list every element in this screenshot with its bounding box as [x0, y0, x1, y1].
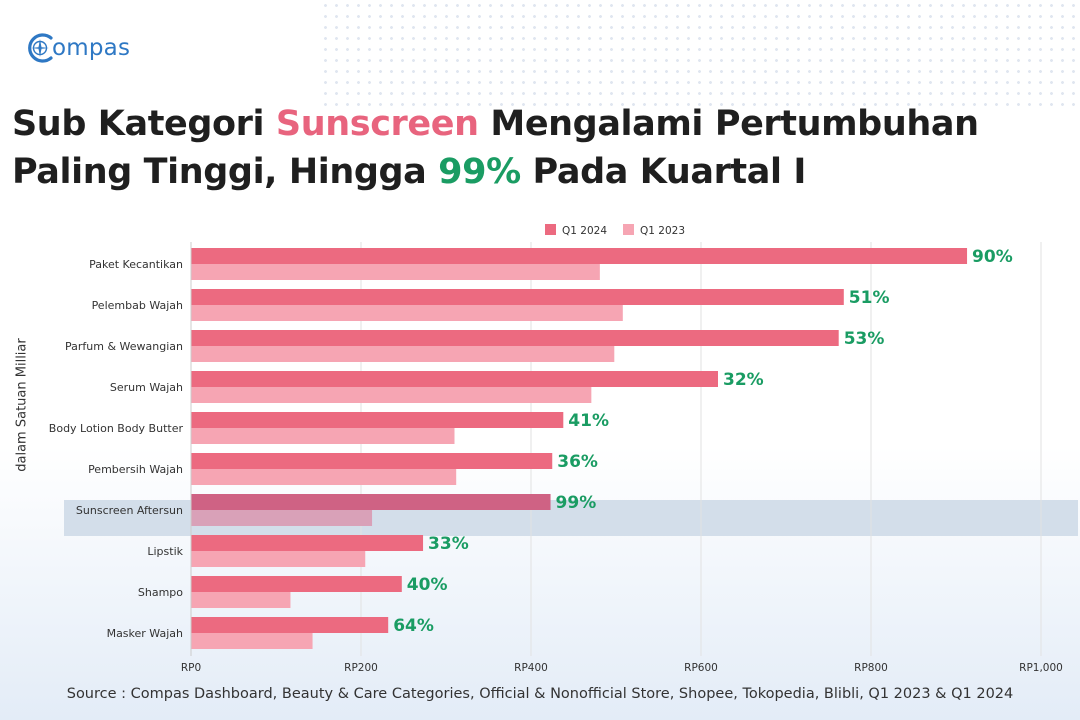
bar-q1-2023 — [191, 510, 373, 526]
category-label: Body Lotion Body Butter — [49, 422, 184, 435]
category-label: Shampo — [138, 586, 183, 599]
title-part-3: Pada Kuartal I — [520, 152, 807, 192]
growth-label: 51% — [849, 288, 890, 308]
growth-label: 33% — [428, 534, 469, 554]
category-label: Lipstik — [147, 545, 183, 558]
x-tick-label: RP600 — [684, 662, 718, 674]
category-label: Paket Kecantikan — [89, 258, 183, 271]
bar-q1-2023 — [191, 387, 592, 403]
y-axis-label: dalam Satuan Milliar — [10, 300, 34, 510]
category-label: Pembersih Wajah — [88, 463, 183, 476]
bar-q1-2023 — [191, 305, 623, 321]
bar-q1-2023 — [191, 346, 615, 362]
legend-swatch-q1-2024 — [545, 224, 556, 235]
growth-label: 41% — [568, 411, 609, 431]
dot-pattern-decoration — [320, 0, 1080, 110]
compas-logo: ompas — [24, 28, 130, 68]
logo-text: ompas — [52, 35, 131, 61]
x-tick-label: RP0 — [181, 662, 201, 674]
category-label: Masker Wajah — [107, 627, 183, 640]
category-label: Sunscreen Aftersun — [76, 504, 183, 517]
compass-c-icon — [28, 33, 53, 63]
bar-q1-2023 — [191, 264, 600, 280]
bar-q1-2023 — [191, 592, 291, 608]
x-tick-label: RP400 — [514, 662, 548, 674]
bar-q1-2024 — [191, 494, 551, 510]
growth-label: 36% — [557, 452, 598, 472]
x-tick-label: RP1,000 — [1019, 662, 1063, 674]
legend-label-q1-2024: Q1 2024 — [562, 225, 607, 237]
growth-label: 32% — [723, 370, 764, 390]
bar-q1-2024 — [191, 535, 424, 551]
growth-label: 64% — [393, 616, 434, 636]
bar-q1-2024 — [191, 576, 402, 592]
y-axis-label-text: dalam Satuan Milliar — [14, 338, 30, 472]
source-note: Source : Compas Dashboard, Beauty & Care… — [66, 686, 1014, 702]
bar-q1-2024 — [191, 289, 844, 305]
bar-q1-2024 — [191, 371, 718, 387]
bar-q1-2024 — [191, 248, 968, 264]
title-part-2: Mengalami Pertumbuhan Paling Tinggi, Hin… — [12, 104, 979, 192]
x-tick-label: RP800 — [854, 662, 888, 674]
bar-q1-2024 — [191, 453, 553, 469]
legend-label-q1-2023: Q1 2023 — [640, 225, 685, 237]
bar-q1-2023 — [191, 633, 313, 649]
title-part-1: Sub Kategori — [12, 104, 276, 144]
bar-q1-2024 — [191, 617, 389, 633]
bar-q1-2024 — [191, 330, 839, 346]
growth-label: 90% — [972, 247, 1013, 267]
bar-q1-2024 — [191, 412, 564, 428]
growth-label: 99% — [556, 493, 597, 513]
category-label: Pelembab Wajah — [92, 299, 183, 312]
growth-label: 40% — [407, 575, 448, 595]
legend-swatch-q1-2023 — [623, 224, 634, 235]
bar-q1-2023 — [191, 469, 457, 485]
title-highlight-sunscreen: Sunscreen — [275, 104, 479, 144]
page-title: Sub Kategori Sunscreen Mengalami Pertumb… — [12, 100, 1068, 196]
bar-q1-2023 — [191, 428, 455, 444]
bar-q1-2023 — [191, 551, 366, 567]
category-label: Serum Wajah — [110, 381, 183, 394]
growth-label: 53% — [844, 329, 885, 349]
title-highlight-growth: 99% — [438, 152, 521, 192]
category-label: Parfum & Wewangian — [65, 340, 183, 353]
x-tick-label: RP200 — [344, 662, 378, 674]
